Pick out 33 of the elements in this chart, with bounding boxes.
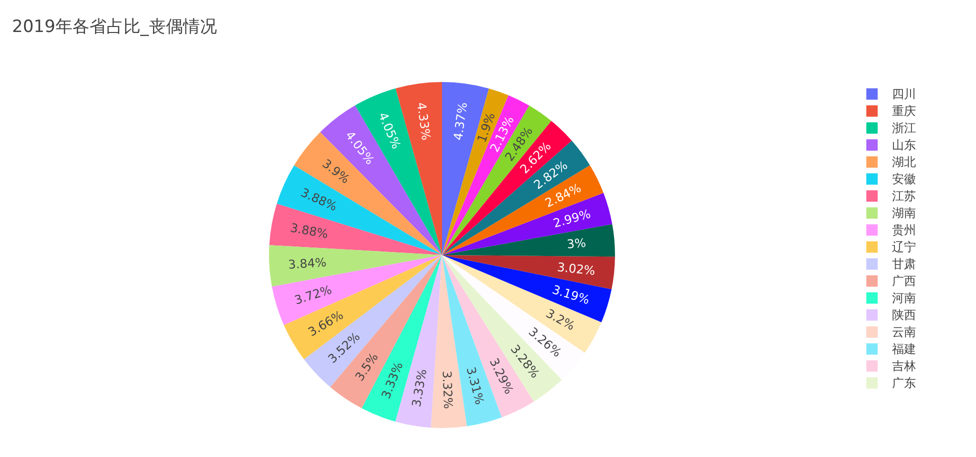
legend-label: 云南 (892, 325, 916, 339)
legend-label: 重庆 (892, 104, 916, 118)
legend-label: 浙江 (892, 121, 916, 135)
pie-slice (430, 255, 467, 428)
legend-label: 吉林 (892, 359, 916, 373)
legend-label: 辽宁 (892, 240, 916, 254)
legend-label: 甘肃 (892, 257, 916, 271)
data-label: 3.84% (288, 255, 327, 272)
legend-label: 广东 (892, 376, 916, 390)
data-label: 3.31% (464, 366, 487, 406)
data-label: 3.33% (409, 368, 430, 408)
data-label: 3.72% (292, 282, 334, 308)
legend-label: 福建 (892, 342, 916, 356)
legend-label: 山东 (892, 138, 916, 152)
data-label: 3.88% (289, 220, 330, 242)
legend-label: 安徽 (892, 172, 916, 186)
data-label: 3% (566, 236, 587, 252)
legend-label: 江苏 (892, 189, 916, 203)
data-label: 3.19% (550, 282, 592, 308)
legend-label: 陕西 (892, 308, 916, 322)
legend-label: 贵州 (892, 223, 916, 237)
legend-label: 四川 (892, 87, 916, 101)
legend-label: 河南 (892, 291, 916, 305)
text: 2019年各省占比_丧偶情况 (12, 17, 217, 37)
data-label: 3.32% (440, 370, 456, 410)
data-label: 4.37% (450, 101, 470, 142)
data-label: 4.33% (414, 101, 434, 142)
legend-label: 湖南 (892, 206, 916, 220)
legend-label: 湖北 (892, 155, 916, 169)
data-label: 2.99% (552, 206, 592, 230)
legend-label: 广西 (892, 274, 916, 288)
data-label: 3.02% (556, 260, 596, 278)
pie-slice (269, 245, 442, 287)
